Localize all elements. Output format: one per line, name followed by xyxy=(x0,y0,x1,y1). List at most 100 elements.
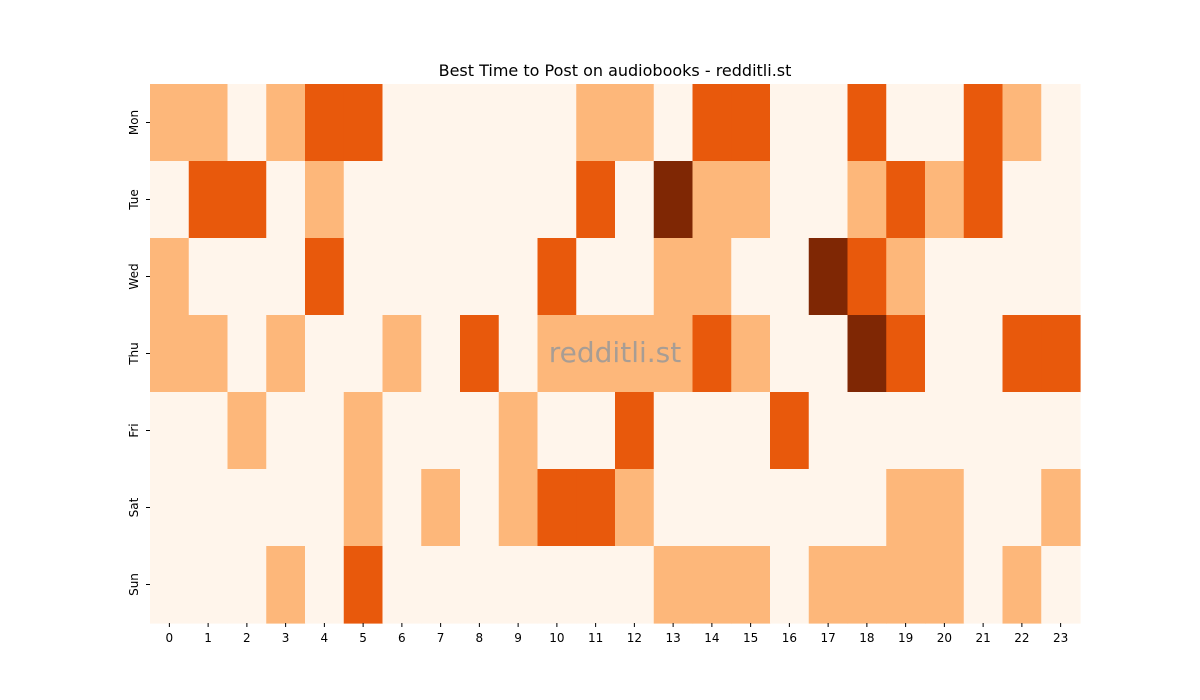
heatmap-cell-sun-23 xyxy=(1041,546,1081,624)
heatmap-cell-fri-6 xyxy=(382,392,422,470)
heatmap-cell-sat-21 xyxy=(963,469,1004,547)
y-tick-label-fri: Fri xyxy=(127,423,141,437)
heatmap-cell-wed-20 xyxy=(925,238,965,316)
heatmap-cell-tue-0 xyxy=(150,161,190,239)
heatmap-cell-sun-4 xyxy=(305,546,345,624)
heatmap-cell-wed-6 xyxy=(382,238,422,316)
heatmap-cell-thu-9 xyxy=(498,315,539,393)
heatmap-cell-sun-17 xyxy=(808,546,849,624)
heatmap-cell-fri-9 xyxy=(498,392,539,470)
heatmap-cell-sat-14 xyxy=(692,469,732,547)
heatmap-cell-fri-2 xyxy=(227,392,267,470)
heatmap-cell-wed-15 xyxy=(731,238,771,316)
heatmap-cell-mon-1 xyxy=(188,84,229,162)
heatmap-cell-sat-10 xyxy=(537,469,577,547)
heatmap-cell-fri-22 xyxy=(1002,392,1042,470)
heatmap-cell-sun-18 xyxy=(847,546,887,624)
heatmap-cell-sat-7 xyxy=(421,469,461,547)
heatmap-cell-sat-16 xyxy=(770,469,810,547)
heatmap-cell-sun-22 xyxy=(1002,546,1042,624)
heatmap-cell-wed-22 xyxy=(1002,238,1042,316)
y-tick-label-thu: Thu xyxy=(127,342,141,366)
heatmap-cell-mon-18 xyxy=(847,84,887,162)
heatmap-cell-fri-12 xyxy=(615,392,655,470)
heatmap-cell-wed-4 xyxy=(305,238,345,316)
heatmap-cell-thu-18 xyxy=(847,315,887,393)
heatmap-cell-thu-11 xyxy=(576,315,616,393)
heatmap-cell-wed-7 xyxy=(421,238,461,316)
heatmap-cell-thu-0 xyxy=(150,315,190,393)
heatmap-cell-tue-20 xyxy=(925,161,965,239)
heatmap-cell-sun-21 xyxy=(963,546,1004,624)
heatmap-cell-sun-15 xyxy=(731,546,771,624)
heatmap-cell-tue-1 xyxy=(188,161,229,239)
heatmap-cell-wed-3 xyxy=(266,238,306,316)
heatmap-cell-tue-7 xyxy=(421,161,461,239)
heatmap-cell-sun-20 xyxy=(925,546,965,624)
heatmap-cell-thu-22 xyxy=(1002,315,1042,393)
heatmap-cell-fri-15 xyxy=(731,392,771,470)
heatmap-cell-sun-2 xyxy=(227,546,267,624)
heatmap-cell-thu-4 xyxy=(305,315,345,393)
heatmap-cell-mon-6 xyxy=(382,84,422,162)
heatmap-cell-wed-5 xyxy=(343,238,384,316)
heatmap-cell-sun-5 xyxy=(343,546,384,624)
heatmap-cell-mon-19 xyxy=(886,84,926,162)
heatmap-cell-fri-21 xyxy=(963,392,1004,470)
heatmap-cell-thu-8 xyxy=(460,315,500,393)
heatmap-cell-sat-13 xyxy=(653,469,694,547)
heatmap-cell-wed-16 xyxy=(770,238,810,316)
heatmap-cell-wed-21 xyxy=(963,238,1004,316)
x-tick-label-23: 23 xyxy=(1053,631,1068,645)
heatmap-cell-thu-12 xyxy=(615,315,655,393)
heatmap-cell-thu-21 xyxy=(963,315,1004,393)
y-tick-label-tue: Tue xyxy=(127,189,141,211)
heatmap-cell-fri-11 xyxy=(576,392,616,470)
heatmap-cell-sun-14 xyxy=(692,546,732,624)
heatmap-cell-tue-22 xyxy=(1002,161,1042,239)
x-tick-label-21: 21 xyxy=(975,631,990,645)
heatmap-cell-fri-20 xyxy=(925,392,965,470)
heatmap-cell-wed-14 xyxy=(692,238,732,316)
heatmap-cell-fri-3 xyxy=(266,392,306,470)
heatmap-cell-sun-16 xyxy=(770,546,810,624)
chart-title: Best Time to Post on audiobooks - reddit… xyxy=(439,61,792,80)
heatmap-cell-sat-1 xyxy=(188,469,229,547)
heatmap-cell-sun-6 xyxy=(382,546,422,624)
y-tick-label-sat: Sat xyxy=(127,497,141,517)
heatmap-cell-mon-7 xyxy=(421,84,461,162)
heatmap-cell-fri-4 xyxy=(305,392,345,470)
heatmap-cell-thu-20 xyxy=(925,315,965,393)
x-tick-label-16: 16 xyxy=(782,631,797,645)
heatmap-cell-mon-23 xyxy=(1041,84,1081,162)
y-axis: Mon Tue Wed Thu Fri Sat Sun xyxy=(127,110,150,596)
heatmap-cell-sun-19 xyxy=(886,546,926,624)
heatmap-cell-sun-0 xyxy=(150,546,190,624)
heatmap-cell-thu-1 xyxy=(188,315,229,393)
x-tick-label-15: 15 xyxy=(743,631,758,645)
y-tick-label-mon: Mon xyxy=(127,110,141,135)
heatmap-cell-sat-9 xyxy=(498,469,539,547)
x-tick-label-12: 12 xyxy=(627,631,642,645)
heatmap-cell-sat-20 xyxy=(925,469,965,547)
heatmap-cell-mon-9 xyxy=(498,84,539,162)
heatmap-cell-wed-9 xyxy=(498,238,539,316)
heatmap-cell-tue-8 xyxy=(460,161,500,239)
heatmap-cell-tue-12 xyxy=(615,161,655,239)
heatmap-cell-thu-2 xyxy=(227,315,267,393)
heatmap-cell-tue-10 xyxy=(537,161,577,239)
heatmap-cell-mon-2 xyxy=(227,84,267,162)
heatmap-cell-tue-15 xyxy=(731,161,771,239)
heatmap-cell-fri-1 xyxy=(188,392,229,470)
heatmap-cell-fri-10 xyxy=(537,392,577,470)
x-tick-label-11: 11 xyxy=(588,631,603,645)
heatmap-cell-wed-19 xyxy=(886,238,926,316)
heatmap-cell-mon-15 xyxy=(731,84,771,162)
heatmap-cell-wed-13 xyxy=(653,238,694,316)
heatmap-cell-mon-17 xyxy=(808,84,849,162)
x-tick-label-22: 22 xyxy=(1014,631,1029,645)
x-tick-label-5: 5 xyxy=(359,631,367,645)
heatmap-cell-tue-11 xyxy=(576,161,616,239)
heatmap-cells xyxy=(150,84,1081,624)
